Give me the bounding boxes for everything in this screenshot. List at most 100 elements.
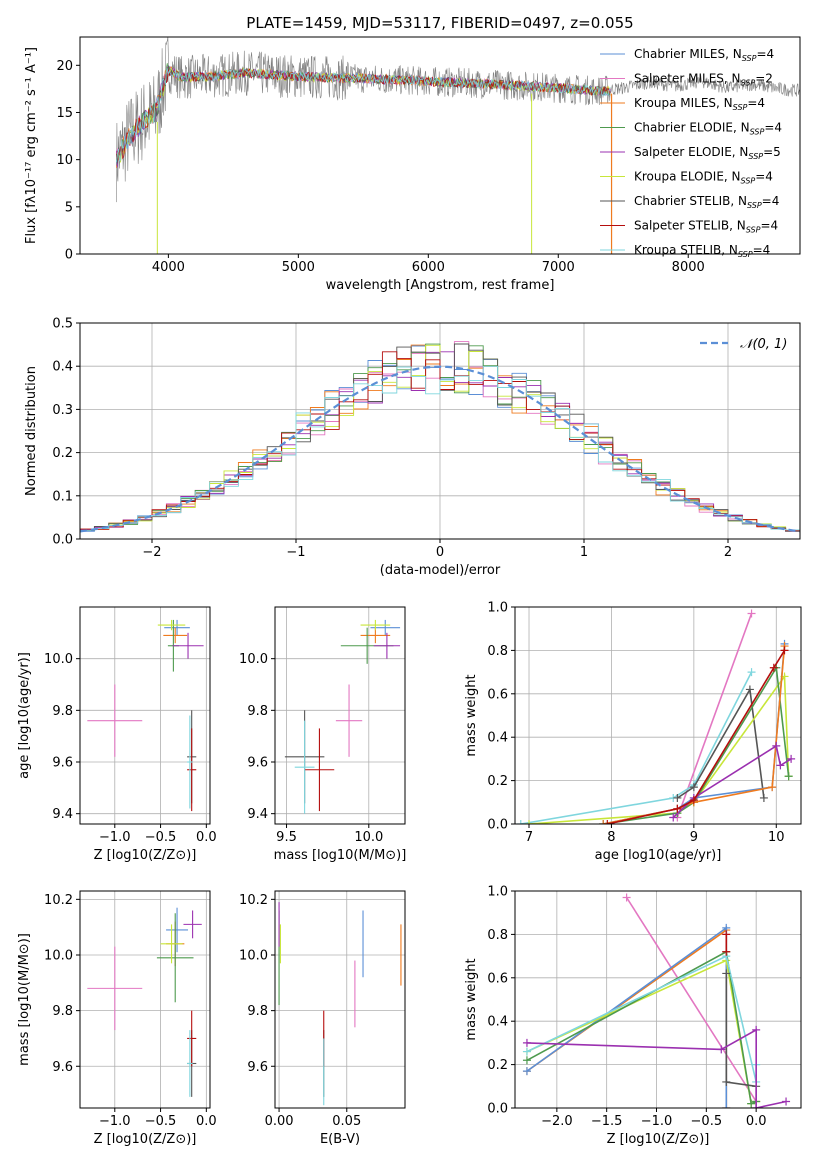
weight-marker-chabrier_stelib (722, 969, 731, 978)
y-tick-label: 10 (56, 153, 73, 168)
y-tick-label: 9.8 (247, 1004, 268, 1019)
axes-mass_vs_Z: −1.0 −0.5 0.0 9.6 9.8 10.0 10.2 Z [log10(Z/Z⊙)]… (17, 890, 217, 1147)
plot-area-weight_vs_Z (522, 893, 791, 1108)
plot-area-weight_vs_age (516, 609, 796, 824)
x-tick-label: 10.0 (354, 830, 383, 845)
y-tick-label: 1.0 (487, 601, 508, 616)
weight-marker-salpeter_stelib (769, 663, 778, 672)
weight-line-salpeter_miles (676, 613, 753, 818)
plot-area-age_vs_Z (87, 619, 204, 812)
panel-residuals: −2 −1 0 1 2 0.0 0.1 0.2 0.3 0.4 0.5 (data-model)/er… (24, 317, 801, 578)
y-tick-label: 0.2 (487, 1058, 508, 1073)
x-tick-label: −0.5 (691, 1114, 723, 1129)
legend-label-suffix: =4 (764, 121, 782, 135)
weight-line-chabrier_elodie (526, 950, 757, 1105)
legend-label-suffix: =5 (763, 145, 781, 159)
legend-label-text: Salpeter STELIB, N (634, 219, 746, 233)
plot-area-residuals (80, 341, 800, 534)
y-tick-label: 0.6 (487, 971, 508, 986)
weight-marker-kroupa_elodie (525, 820, 534, 824)
x-tick-label: −0.5 (145, 830, 177, 845)
weight-marker-salpeter_stelib (603, 820, 612, 824)
x-axis-label: E(B-V) (320, 1132, 360, 1147)
axes-frame (274, 890, 406, 1109)
legend-label-text: Kroupa STELIB, N (634, 243, 738, 257)
y-tick-label: 9.6 (247, 756, 268, 771)
axes-weight_vs_age: 7 8 9 10 0.0 0.2 0.4 0.6 0.8 1.0 age [log10(age/yr… (464, 601, 802, 863)
y-tick-label: 0.5 (52, 317, 73, 332)
legend-label: Kroupa MILES, NSSP=4 (634, 96, 765, 112)
legend-label-subscript: SSP (738, 250, 753, 259)
legend-label-subscript: SSP (742, 54, 757, 63)
weight-marker-kroupa_stelib (522, 1047, 531, 1056)
weight-marker-chabrier_miles (522, 1067, 531, 1076)
x-axis-label: Z [log10(Z/Z⊙)] (94, 1132, 197, 1147)
x-tick-label: 8000 (672, 260, 705, 275)
normal-legend-label: 𝒩(0, 1) (740, 337, 787, 352)
legend-label: Salpeter STELIB, NSSP=4 (634, 219, 778, 235)
y-tick-label: 0.4 (487, 1015, 508, 1030)
y-tick-label: 0.0 (52, 533, 73, 548)
y-tick-label: 10.0 (239, 652, 268, 667)
panel-mass_vs_ebv: 0.00 0.05 9.6 9.8 10.0 10.2 E(B-V) (239, 890, 406, 1147)
weight-marker-kroupa_stelib (747, 668, 756, 677)
legend-label-subscript: SSP (750, 128, 765, 137)
axes-frame (514, 606, 802, 825)
x-tick-label: 0.0 (746, 1114, 767, 1129)
weight-marker-salpeter_stelib (722, 947, 731, 956)
y-tick-label: 10.0 (44, 948, 73, 963)
axes-age_vs_mass: 9.5 10.0 9.4 9.6 9.8 10.0 mass [log10(M/M⊙)] (239, 606, 406, 863)
legend-label-text: Salpeter ELODIE, N (634, 145, 748, 159)
y-tick-label: 20 (56, 59, 73, 74)
weight-marker-salpeter_elodie (772, 741, 781, 750)
legend-label-subscript: SSP (746, 226, 761, 235)
x-tick-label: 9 (690, 830, 698, 845)
weight-marker-salpeter_miles (747, 609, 756, 618)
weight-line-kroupa_elodie (526, 959, 757, 1105)
weight-marker-salpeter_miles (622, 893, 631, 902)
legend-label-subscript: SSP (747, 201, 762, 210)
x-tick-label: 7 (525, 830, 533, 845)
y-tick-label: 0 (65, 248, 73, 263)
x-tick-label: −1.5 (591, 1114, 623, 1129)
x-tick-label: 4000 (152, 260, 185, 275)
y-tick-label: 0.2 (52, 446, 73, 461)
axes-frame (79, 606, 211, 825)
weight-marker-salpeter_stelib (689, 796, 698, 805)
normal-curve (80, 365, 800, 533)
weight-line-chabrier_stelib (676, 687, 765, 799)
weight-marker-salpeter_stelib (673, 804, 682, 813)
y-tick-label: 10.0 (44, 652, 73, 667)
axes-mass_vs_ebv: 0.00 0.05 9.6 9.8 10.0 10.2 E(B-V) (239, 890, 406, 1147)
x-tick-label: 0 (436, 545, 444, 560)
x-tick-label: 6000 (412, 260, 445, 275)
y-tick-label: 0.8 (487, 928, 508, 943)
legend-label: Kroupa ELODIE, NSSP=4 (634, 170, 773, 186)
x-tick-label: 9.5 (276, 830, 297, 845)
axes-frame (274, 606, 406, 825)
axes-age_vs_Z: −1.0 −0.5 0.0 9.4 9.6 9.8 10.0 Z [log10(Z/Z⊙)] a… (17, 606, 217, 863)
legend-label: Salpeter ELODIE, NSSP=5 (634, 145, 781, 161)
y-tick-label: 0.2 (487, 774, 508, 789)
plot-area-age_vs_mass (284, 619, 401, 814)
y-axis-label: age [log10(age/yr)] (17, 652, 32, 779)
weight-marker-salpeter_elodie (752, 1104, 761, 1108)
legend-label-suffix: =4 (753, 243, 771, 257)
x-tick-label: −1.0 (99, 1114, 131, 1129)
weight-marker-chabrier_elodie (522, 1056, 531, 1065)
legend-label-suffix: =4 (747, 96, 765, 110)
panel-age_vs_Z: −1.0 −0.5 0.0 9.4 9.6 9.8 10.0 Z [log10(Z/Z⊙)] a… (17, 606, 217, 863)
panel-age_vs_mass: 9.5 10.0 9.4 9.6 9.8 10.0 mass [log10(M/M⊙)] (239, 606, 406, 863)
x-tick-label: 1 (580, 545, 588, 560)
x-tick-label: 5000 (282, 260, 315, 275)
y-tick-label: 0.8 (487, 644, 508, 659)
x-tick-label: 0.0 (196, 830, 217, 845)
x-tick-label: −2.0 (541, 1114, 573, 1129)
x-tick-label: 8 (607, 830, 615, 845)
x-tick-label: 7000 (542, 260, 575, 275)
y-axis-label: mass weight (464, 958, 479, 1040)
y-tick-label: 10.0 (239, 948, 268, 963)
legend-label-suffix: =4 (760, 219, 778, 233)
x-axis-label: age [log10(age/yr)] (595, 848, 722, 863)
